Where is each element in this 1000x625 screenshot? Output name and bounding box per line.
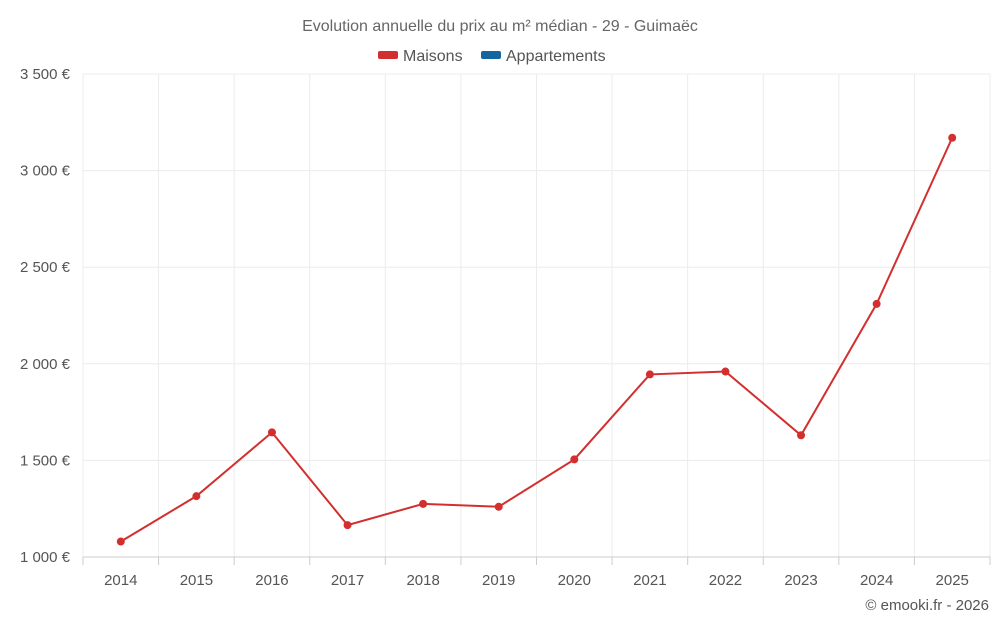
data-point-maisons[interactable] (721, 367, 730, 376)
chart-title: Evolution annuelle du prix au m² médian … (302, 18, 698, 35)
x-tick-label: 2015 (180, 572, 213, 589)
series-line-maisons (120, 137, 954, 543)
data-point-maisons[interactable] (570, 455, 579, 464)
y-tick-label: 3 000 € (20, 163, 71, 180)
legend-swatch-appartements (481, 51, 501, 59)
y-tick-label: 2 000 € (20, 356, 71, 373)
data-point-maisons[interactable] (797, 431, 806, 440)
legend-swatch-maisons (378, 51, 398, 59)
x-tick-label: 2017 (331, 572, 364, 589)
data-point-maisons[interactable] (267, 428, 276, 437)
data-point-maisons[interactable] (872, 299, 881, 308)
x-tick-label: 2020 (558, 572, 591, 589)
data-point-maisons[interactable] (192, 492, 201, 501)
data-point-maisons[interactable] (116, 537, 125, 546)
data-point-maisons[interactable] (419, 499, 428, 508)
legend-label-maisons: Maisons (403, 48, 463, 65)
data-point-maisons[interactable] (645, 370, 654, 379)
legend-item-maisons[interactable]: Maisons (378, 48, 463, 65)
y-tick-label: 3 500 € (20, 66, 71, 83)
x-tick-label: 2014 (104, 572, 137, 589)
x-tick-label: 2023 (784, 572, 817, 589)
y-tick-label: 1 500 € (20, 452, 71, 469)
x-tick-label: 2022 (709, 572, 742, 589)
x-axis: 2014 2015 2016 2017 2018 2019 2020 2021 2022 2023… (82, 556, 991, 589)
gridlines (82, 73, 991, 557)
data-point-maisons[interactable] (494, 502, 503, 511)
credit-text: © emooki.fr - 2026 (865, 597, 989, 614)
x-tick-label: 2016 (255, 572, 288, 589)
x-tick-label: 2019 (482, 572, 515, 589)
series-group (116, 133, 957, 546)
x-tick-label: 2018 (406, 572, 439, 589)
x-tick-label: 2024 (860, 572, 893, 589)
legend: Maisons Appartements (378, 48, 606, 65)
legend-item-appartements[interactable]: Appartements (481, 48, 606, 65)
y-tick-label: 1 000 € (20, 549, 71, 566)
y-axis: 1 000 € 1 500 € 2 000 € 2 500 € 3 000 € 3 500… (20, 66, 71, 566)
data-point-maisons[interactable] (343, 521, 352, 530)
x-tick-label: 2025 (936, 572, 969, 589)
x-tick-label: 2021 (633, 572, 666, 589)
data-point-maisons[interactable] (948, 133, 957, 142)
legend-label-appartements: Appartements (506, 48, 606, 65)
y-tick-label: 2 500 € (20, 259, 71, 276)
